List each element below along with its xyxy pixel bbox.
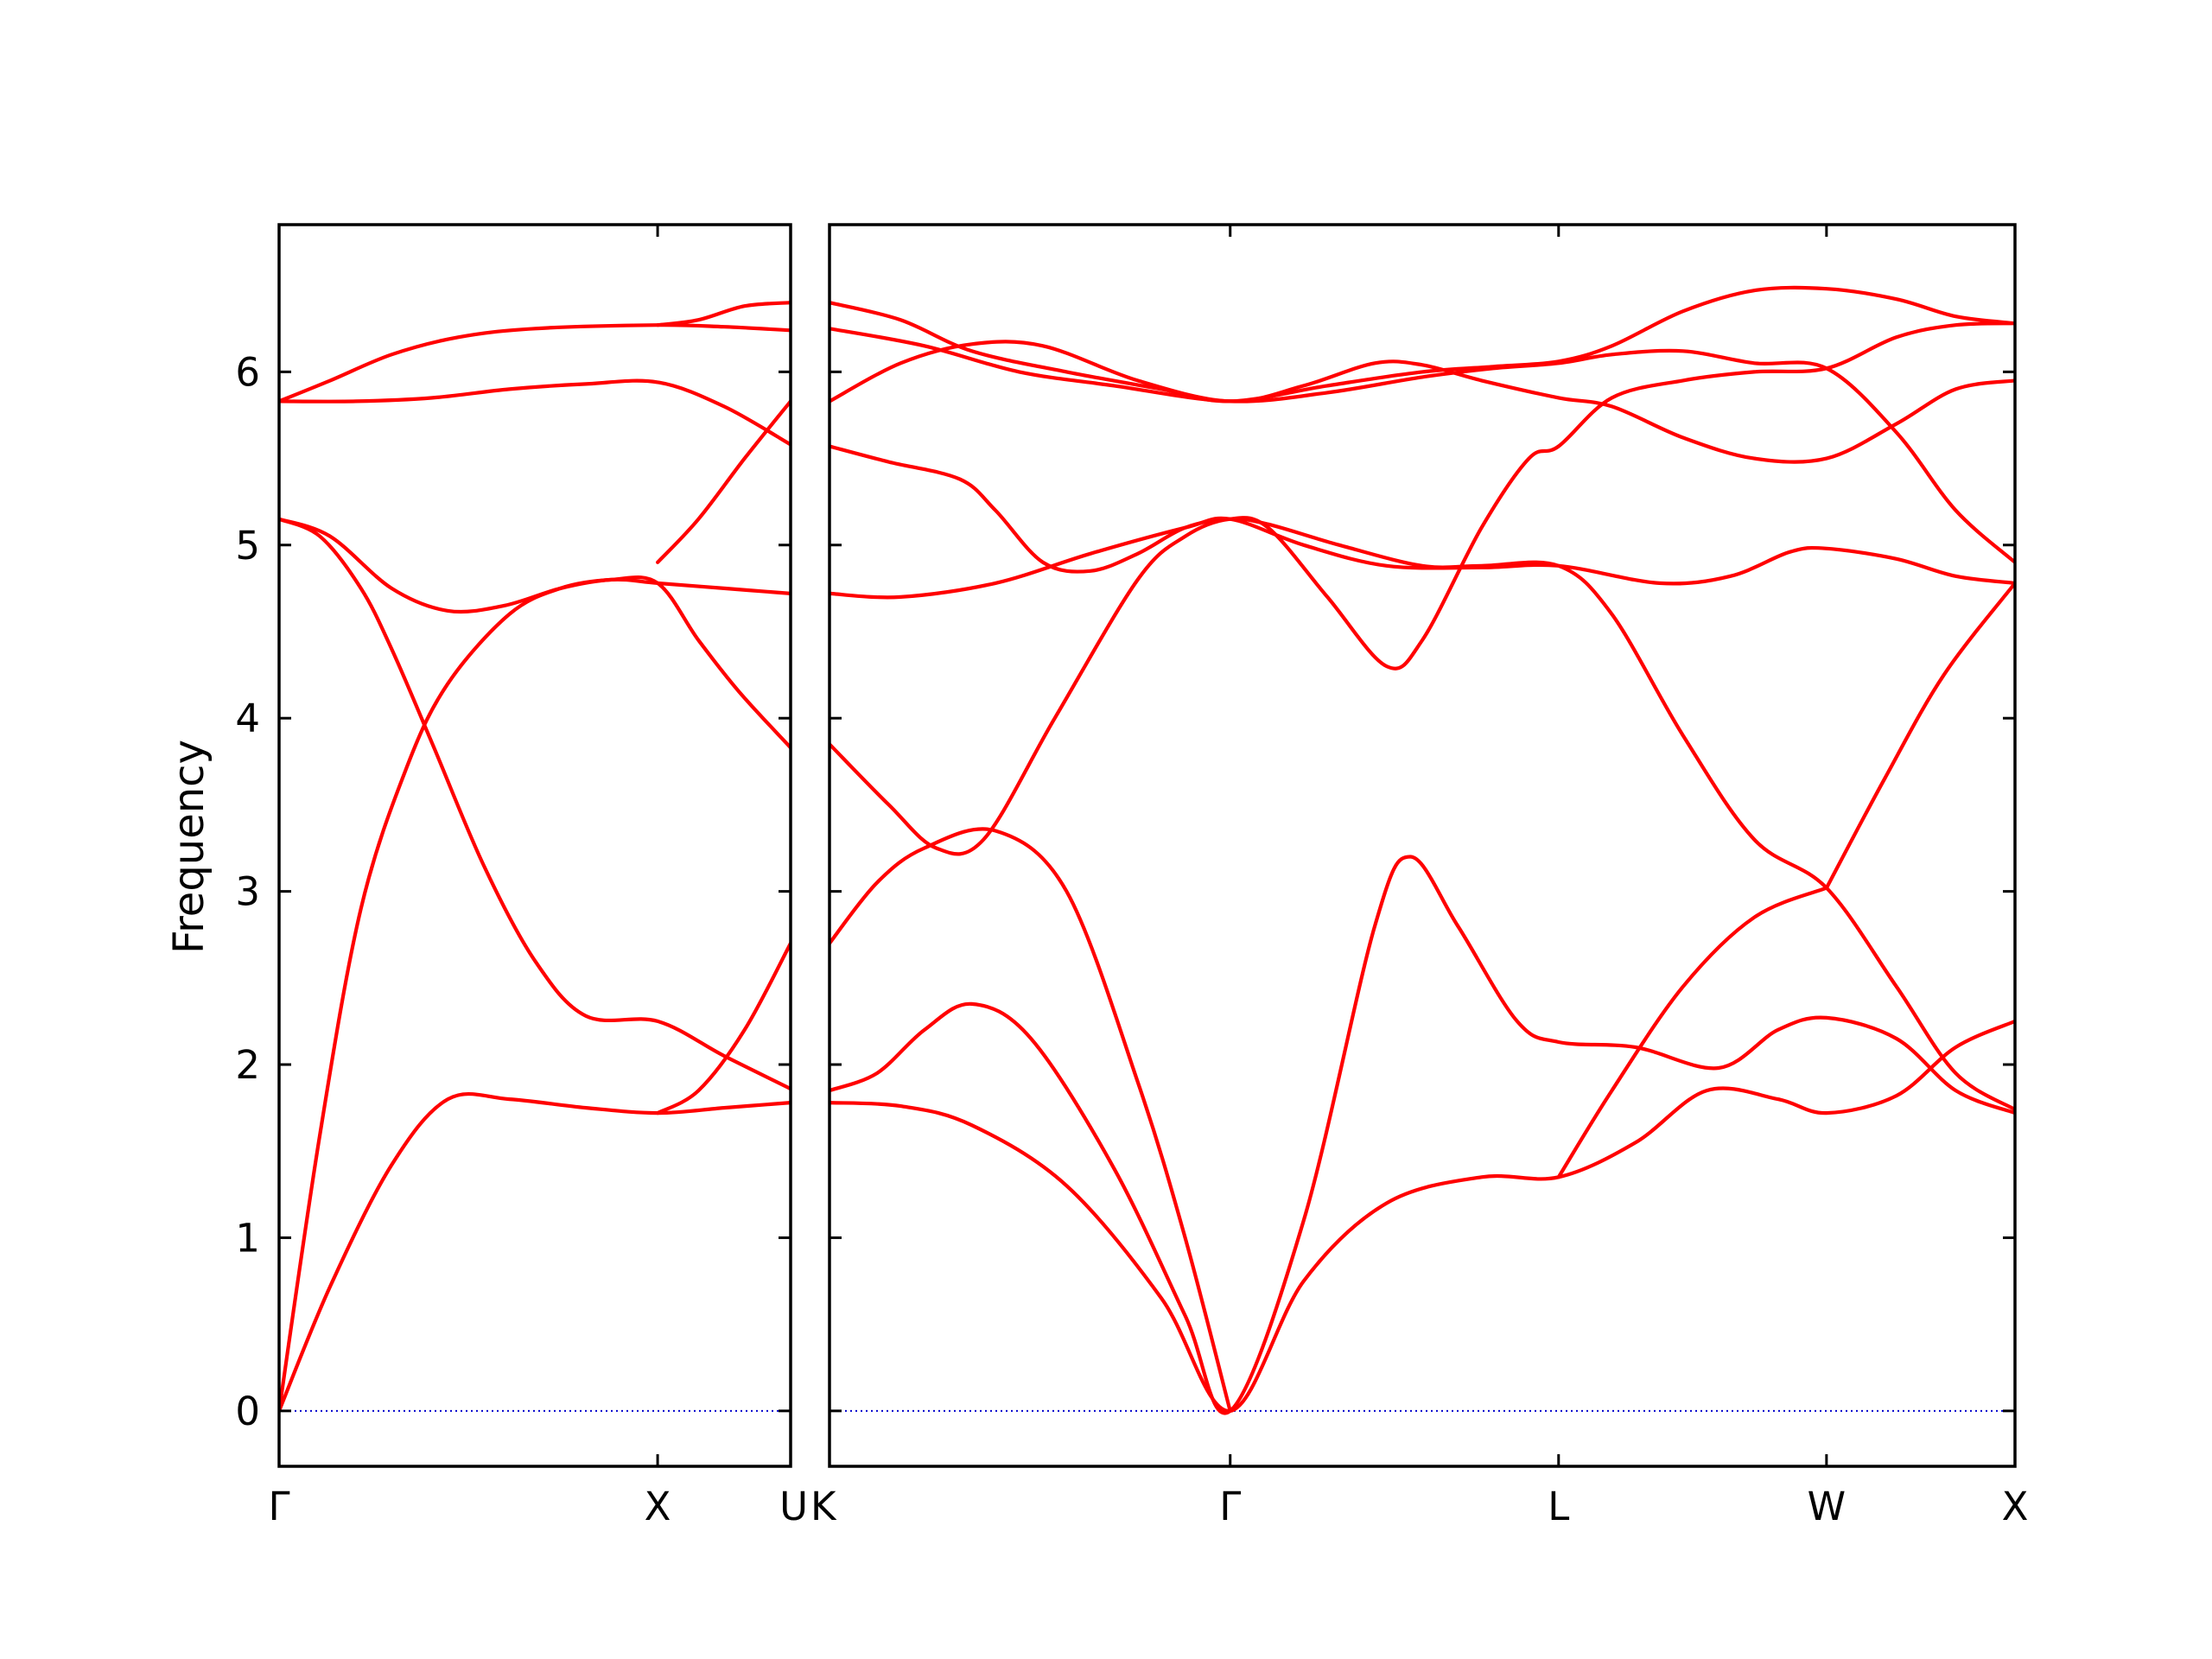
- bands-group: [830, 285, 2015, 1415]
- band-line-band9: [830, 285, 2015, 404]
- band-line-band8: [656, 399, 791, 564]
- y-tick-label: 4: [235, 696, 260, 741]
- band-line-band7: [656, 941, 791, 1116]
- y-tick-label: 1: [235, 1215, 260, 1261]
- band-line-band2: [279, 577, 791, 1413]
- x-tick-label: X: [645, 1484, 671, 1529]
- x-tick-label: K: [810, 1484, 837, 1529]
- axes-frame: [828, 223, 2017, 1468]
- y-tick-label: 3: [235, 869, 260, 915]
- x-tick-label: Γ: [1219, 1484, 1241, 1529]
- band-line-band2: [830, 855, 2015, 1415]
- band-line-band10: [1824, 581, 2015, 890]
- band-line-band1: [830, 1019, 2015, 1413]
- band-line-band3: [830, 827, 1232, 1413]
- x-tick-label: W: [1808, 1484, 1847, 1529]
- band-line-band6: [830, 444, 2015, 1112]
- band-line-band5: [279, 378, 791, 447]
- y-tick-label: 0: [235, 1389, 260, 1434]
- x-tick-label: X: [2002, 1484, 2029, 1529]
- y-axis-label: Frequency: [165, 740, 213, 954]
- band-line-band9: [656, 301, 791, 327]
- x-tick-label: Γ: [268, 1484, 289, 1529]
- y-tick-label: 2: [235, 1042, 260, 1088]
- band-line-band3: [279, 517, 791, 1091]
- x-tick-label: L: [1548, 1484, 1569, 1529]
- x-tick-label: U: [779, 1484, 808, 1529]
- panel-left: 0 1 2 3 4 5 6 Γ X U: [235, 223, 808, 1529]
- y-tick-label: 6: [235, 349, 260, 395]
- band-line-band7: [830, 340, 2015, 464]
- band-line-band4: [279, 517, 791, 750]
- band-line-band4: [830, 321, 2015, 856]
- band-line-band11: [1556, 886, 1828, 1179]
- bands-group: [279, 301, 791, 1413]
- axes-frame: [277, 223, 792, 1468]
- band-line-band6: [279, 323, 791, 404]
- y-tick-label: 5: [235, 523, 260, 569]
- band-line-band5: [830, 516, 2015, 600]
- band-line-band1: [279, 1091, 791, 1413]
